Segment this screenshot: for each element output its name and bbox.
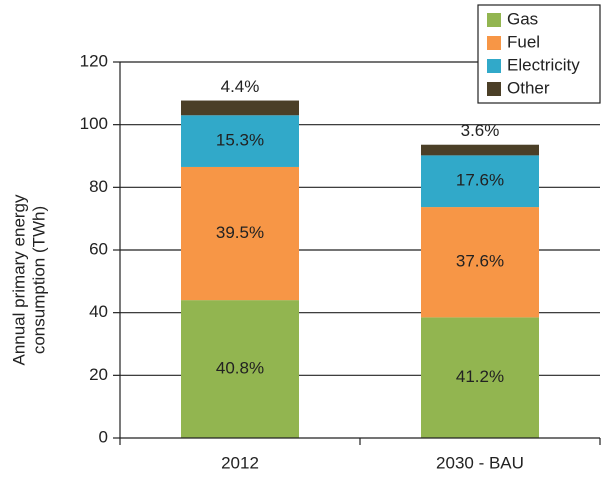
bar-segment (181, 100, 299, 116)
y-label: Annual primary energy consumption (TWh) (9, 194, 48, 366)
data-label: 40.8% (216, 359, 264, 378)
legend-swatch (487, 13, 501, 27)
bar-segment (181, 166, 299, 301)
data-label: 15.3% (216, 131, 264, 150)
legend-label: Gas (507, 9, 538, 28)
data-label: 3.6% (461, 121, 500, 140)
x-tick-label: 2012 (221, 453, 259, 472)
legend-label: Fuel (507, 32, 540, 51)
y-tick-label: 60 (89, 239, 108, 258)
y-tick-label: 0 (99, 427, 108, 446)
x-tick-label: 2030 - BAU (436, 453, 524, 472)
bar-segment (421, 144, 539, 156)
y-tick-label: 120 (80, 51, 108, 70)
y-tick-label: 40 (89, 302, 108, 321)
y-tick-label: 100 (80, 114, 108, 133)
legend-swatch (487, 59, 501, 73)
legend-swatch (487, 36, 501, 50)
data-label: 39.5% (216, 223, 264, 242)
bar-segment (421, 207, 539, 318)
y-label-line: Annual primary energy (9, 194, 28, 366)
y-label-line: consumption (TWh) (29, 206, 48, 354)
legend-swatch (487, 82, 501, 96)
bar-segment (181, 115, 299, 167)
bar-segment (181, 300, 299, 438)
y-tick-label: 20 (89, 365, 108, 384)
bar-segment (421, 155, 539, 208)
legend-label: Other (507, 78, 550, 97)
data-label: 41.2% (456, 367, 504, 386)
data-label: 17.6% (456, 171, 504, 190)
bar-segment (421, 317, 539, 438)
data-label: 4.4% (221, 77, 260, 96)
data-label: 37.6% (456, 252, 504, 271)
y-tick-label: 80 (89, 177, 108, 196)
legend-label: Electricity (507, 55, 580, 74)
